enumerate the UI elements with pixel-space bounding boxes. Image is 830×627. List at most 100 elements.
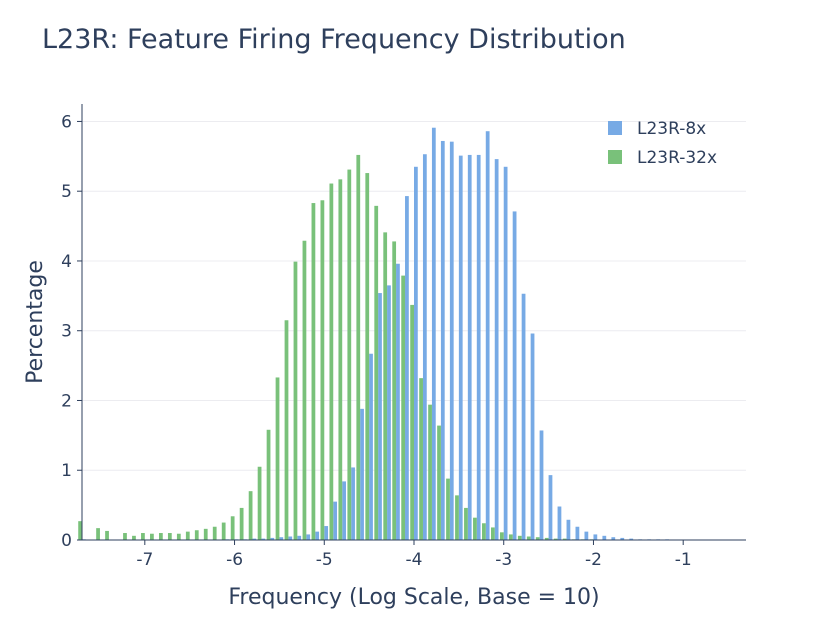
bar-l23r-8x [611,537,616,540]
bar-l23r-8x [629,538,634,540]
bar-l23r-8x [333,501,338,540]
bar-l23r-32x [464,507,468,540]
y-tick-label: 5 [61,182,72,202]
y-tick-label: 0 [61,531,72,551]
y-tick-label: 4 [61,252,72,272]
legend-label: L23R-32x [637,148,717,168]
bar-l23r-32x [239,507,244,540]
bar-l23r-32x [105,530,109,540]
bar-l23r-32x [329,183,334,540]
y-axis-label: Percentage [23,260,48,384]
bar-l23r-8x [539,430,544,540]
x-tick-label: -2 [585,550,602,570]
bar-l23r-32x [428,404,432,540]
bar-l23r-8x [494,159,499,540]
bar-l23r-32x [275,377,280,540]
bar-l23r-8x [252,538,257,540]
x-tick-label: -7 [136,550,153,570]
bar-l23r-32x [212,526,217,540]
bar-l23r-8x [449,141,454,540]
bar-l23r-8x [530,333,535,540]
bar-l23r-8x [467,154,472,540]
bar-l23r-32x [185,531,190,540]
bar-l23r-8x [414,166,418,540]
bar-l23r-32x [248,491,253,540]
bar-l23r-32x [194,530,199,540]
bar-l23r-8x [270,537,275,540]
bar-l23r-8x [485,131,490,540]
bar-l23r-8x [342,481,346,540]
bar-l23r-8x [360,408,364,540]
bar-l23r-8x [405,196,409,541]
bar-l23r-8x [396,263,400,540]
legend-label: L23R-8x [637,119,706,139]
bar-l23r-32x [562,538,567,540]
y-tick-label: 3 [61,322,72,342]
bar-l23r-8x [584,531,589,540]
x-tick-label: -3 [495,550,512,570]
chart-title: L23R: Feature Firing Frequency Distribut… [42,24,626,55]
bar-l23r-32x [490,527,495,540]
bar-l23r-8x [521,293,526,540]
bar-l23r-32x [158,533,163,540]
bar-l23r-8x [261,538,266,540]
bar-l23r-32x [150,533,154,540]
bar-l23r-32x [544,537,549,540]
bar-l23r-32x [320,200,325,540]
legend-swatch [608,150,622,164]
bar-l23r-8x [575,526,580,540]
bar-l23r-32x [410,304,414,540]
bar-l23r-8x [620,537,625,540]
bar-l23r-32x [401,275,406,540]
bar-l23r-32x [221,522,226,540]
bar-l23r-32x [365,173,370,541]
bar-l23r-32x [437,425,441,540]
y-tick-label: 6 [61,112,72,132]
bar-l23r-8x [306,534,311,540]
bar-l23r-32x [141,533,145,540]
bar-l23r-8x [315,531,320,540]
y-tick-label: 2 [61,391,72,411]
bar-l23r-32x [419,378,423,540]
bar-l23r-8x [279,537,284,540]
bar-l23r-32x [96,528,100,540]
bar-l23r-32x [383,232,388,540]
bar-l23r-32x [482,523,486,540]
bar-l23r-32x [203,528,208,540]
bar-l23r-8x [602,535,607,540]
bar-l23r-32x [392,241,397,541]
bar-l23r-32x [266,429,271,540]
bar-l23r-8x [422,154,427,540]
bar-l23r-8x [288,536,293,540]
bar-l23r-8x [458,155,463,540]
x-tick-label: -5 [316,550,333,570]
bar-l23r-8x [378,293,382,540]
x-axis-label: Frequency (Log Scale, Base = 10) [228,585,599,610]
bar-l23r-32x [311,203,316,540]
x-tick-label: -6 [226,550,243,570]
bar-l23r-32x [167,533,172,540]
bar-l23r-8x [431,127,436,541]
bar-l23r-32x [123,533,127,540]
bar-l23r-32x [257,466,262,540]
bar-l23r-8x [593,534,598,540]
bar-l23r-32x [526,536,531,540]
bar-l23r-32x [302,240,307,540]
x-tick-label: -4 [406,550,423,570]
bar-l23r-8x [387,285,391,540]
bar-l23r-32x [176,533,181,540]
bar-l23r-32x [356,154,361,540]
bar-l23r-32x [230,516,235,540]
bar-l23r-32x [374,205,379,540]
bar-l23r-8x [548,475,553,540]
bar-l23r-32x [517,535,522,540]
bar-l23r-32x [78,521,82,540]
bar-l23r-8x [512,211,517,540]
bar-l23r-8x [369,353,373,540]
bar-l23r-8x [503,166,508,540]
bar-l23r-32x [132,535,136,540]
bar-l23r-8x [297,535,302,540]
bar-l23r-32x [347,169,352,540]
